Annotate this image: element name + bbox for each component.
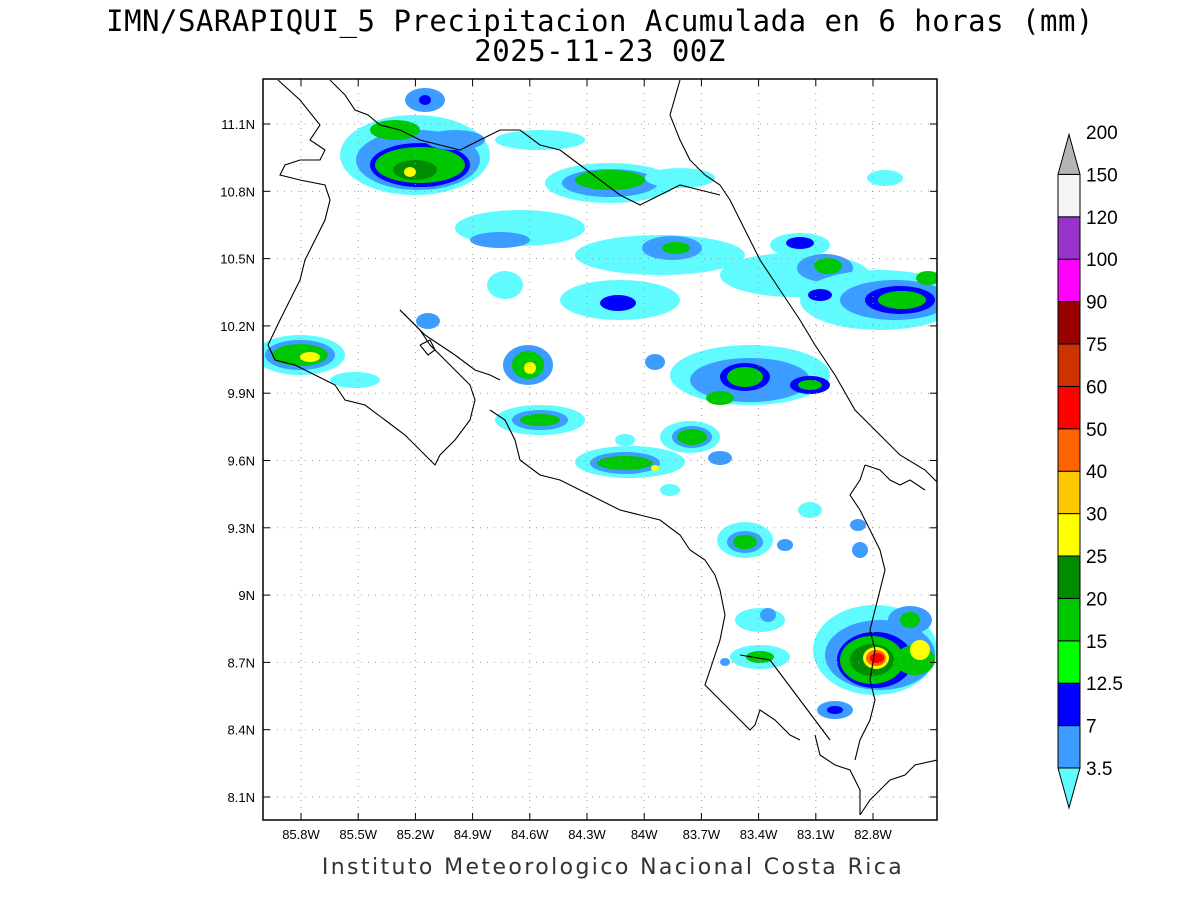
colorbar-level-label: 120 (1086, 208, 1118, 229)
colorbar-low-triangle (1057, 767, 1081, 810)
colorbar-level-label: 90 (1086, 293, 1107, 314)
lat-tick-label: 10.2N (220, 319, 255, 334)
colorbar-level-label: 50 (1086, 420, 1107, 441)
lat-tick-label: 11.1N (221, 117, 255, 132)
colorbar-level-label: 30 (1086, 505, 1107, 526)
lat-tick-label: 8.7N (228, 655, 255, 670)
colorbar-swatch (1057, 682, 1081, 727)
colorbar-swatch (1057, 343, 1081, 387)
colorbar-level-label: 60 (1086, 377, 1107, 398)
colorbar-swatch (1057, 216, 1081, 260)
map-title: IMN/SARAPIQUI_5 Precipitacion Acumulada … (106, 4, 1094, 38)
lon-tick-label: 84.3W (568, 827, 606, 842)
coastline (267, 79, 937, 816)
colorbar-level-label: 15 (1086, 632, 1107, 653)
colorbar-level-label: 75 (1086, 335, 1107, 356)
lat-tick-label: 9.6N (228, 454, 255, 469)
lon-tick-label: 84.9W (454, 827, 492, 842)
lat-tick-label: 8.1N (228, 790, 255, 805)
colorbar-level-label: 20 (1086, 589, 1107, 610)
colorbar-swatch (1057, 258, 1081, 303)
colorbar-swatch (1057, 428, 1081, 472)
colorbar-swatch (1057, 470, 1081, 515)
lon-tick-label: 85.5W (339, 827, 377, 842)
precipitation-field (263, 88, 937, 719)
lat-tick-label: 9.9N (228, 386, 255, 401)
lat-tick-label: 8.4N (228, 723, 255, 738)
lat-tick-label: 9N (238, 588, 255, 603)
colorbar-swatch (1057, 513, 1081, 557)
latitude-labels: 11.1N 10.8N 10.5N 10.2N 9.9N 9.6N 9.3N 9N 8.7N 8.… (220, 117, 255, 805)
colorbar-high-triangle (1057, 132, 1081, 175)
colorbar-level-label: 150 (1086, 165, 1118, 186)
lon-tick-label: 85.8W (282, 827, 320, 842)
colorbar-level-label: 7 (1086, 717, 1097, 738)
lat-tick-label: 9.3N (228, 521, 255, 536)
map-frame (262, 78, 938, 821)
lon-tick-label: 85.2W (397, 827, 435, 842)
colorbar-level-label: 200 (1086, 123, 1118, 144)
colorbar-swatch (1057, 725, 1081, 769)
lat-tick-label: 10.8N (220, 184, 255, 199)
colorbar-swatch (1057, 173, 1081, 218)
colorbar-level-label: 40 (1086, 462, 1107, 483)
colorbar-swatch (1057, 597, 1081, 642)
colorbar-level-label: 12.5 (1086, 674, 1123, 695)
footer-credit: Instituto Meteorologico Nacional Costa R… (321, 855, 905, 880)
colorbar-level-label: 100 (1086, 250, 1118, 271)
colorbar-swatch (1057, 640, 1081, 684)
axis-ticks (263, 79, 937, 820)
lat-tick-label: 10.5N (220, 252, 255, 267)
lon-tick-label: 82.8W (854, 827, 892, 842)
colorbar-level-label: 3.5 (1086, 759, 1112, 780)
colorbar-swatch (1057, 385, 1081, 430)
colorbar-swatch (1057, 555, 1081, 599)
lon-tick-label: 83.4W (740, 827, 778, 842)
colorbar-level-label: 25 (1086, 547, 1107, 568)
lon-tick-label: 84W (631, 827, 658, 842)
lon-tick-label: 84.6W (511, 827, 549, 842)
colorbar-swatch (1057, 301, 1081, 345)
colorbar: 3.5 7 12.5 15 20 25 30 40 50 60 75 90 100 120 150 200 (1057, 123, 1123, 810)
lon-tick-label: 83.1W (797, 827, 835, 842)
map-date: 2025-11-23 00Z (474, 34, 726, 68)
longitude-labels: 85.8W 85.5W 85.2W 84.9W 84.6W 84.3W 84W 83.7W 83… (282, 827, 892, 842)
grid-lines (263, 79, 937, 820)
lon-tick-label: 83.7W (683, 827, 721, 842)
